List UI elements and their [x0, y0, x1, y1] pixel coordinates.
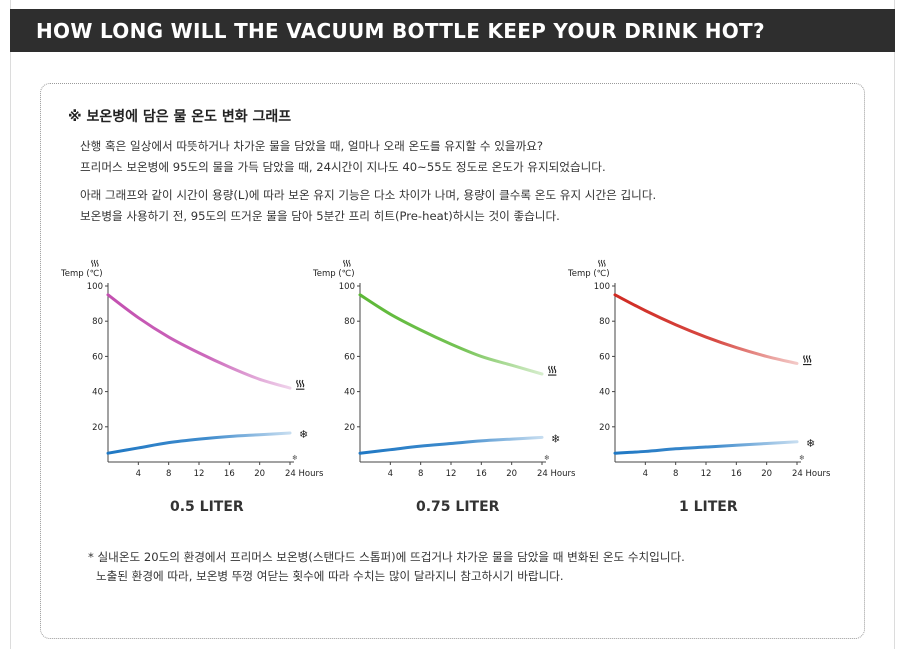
series-line-cold: [613, 440, 799, 455]
snowflake-icon: ❄: [544, 454, 550, 462]
y-tick-label: 60: [92, 352, 103, 362]
steam-icon: [91, 259, 99, 267]
snowflake-icon: ❄: [292, 454, 298, 462]
x-tick-label: 20: [506, 469, 517, 479]
header-bar: HOW LONG WILL THE VACUUM BOTTLE KEEP YOU…: [10, 9, 895, 52]
steam-icon: [296, 379, 305, 390]
snowflake-icon: ❄: [806, 437, 815, 450]
x-tick-label: 16: [476, 469, 487, 479]
footnote: * 실내온도 20도의 환경에서 프리머스 보온병(스탠다드 스톱퍼)에 뜨겁거…: [88, 548, 685, 586]
x-tick-label: 8: [418, 469, 423, 479]
y-tick-label: 80: [92, 317, 103, 327]
page-frame: [10, 0, 895, 649]
chart-title-1-liter: 1 LITER: [679, 499, 738, 515]
y-tick-label: 40: [92, 388, 103, 398]
intro-paragraph: 산행 혹은 일상에서 따뜻하거나 차가운 물을 담았을 때, 얼마나 오래 온도…: [80, 136, 606, 178]
steam-icon: [598, 259, 606, 267]
snowflake-icon: ❄: [551, 432, 560, 445]
x-tick-label: 16: [224, 469, 235, 479]
x-tick-label: 16: [731, 469, 742, 479]
steam-icon: [803, 355, 812, 366]
series-line-cold: [358, 435, 544, 455]
y-tick-label: 100: [594, 282, 610, 292]
intro-line: 산행 혹은 일상에서 따뜻하거나 차가운 물을 담았을 때, 얼마나 오래 온도…: [80, 139, 544, 153]
y-tick-label: 100: [339, 282, 355, 292]
chart-1-liter: Temp (℃) 20 40 60 80 100 4 8 12 16 20 24 Hours ❄❄: [567, 259, 831, 479]
y-tick-label: 60: [344, 352, 355, 362]
series-line-cold: [106, 431, 292, 455]
x-tick-label: 4: [643, 469, 648, 479]
x-tick-label: 20: [761, 469, 772, 479]
y-tick-label: 100: [87, 282, 103, 292]
y-axis-label: Temp (℃): [567, 269, 610, 279]
chart-title-0-75-liter: 0.75 LITER: [416, 499, 500, 515]
chart-0-75-liter: Temp (℃) 20 40 60 80 100 4 8 12 16 20 24 Hours ❄ ❄: [312, 259, 576, 479]
y-tick-label: 80: [599, 317, 610, 327]
snowflake-icon: ❄: [299, 428, 308, 441]
detail-paragraph: 아래 그래프와 같이 시간이 용량(L)에 따라 보온 유지 기능은 다소 차이…: [80, 185, 656, 227]
y-axis-label: Temp (℃): [312, 269, 355, 279]
y-tick-label: 20: [344, 423, 355, 433]
y-tick-label: 20: [599, 423, 610, 433]
series-line-hot: [106, 293, 292, 390]
x-tick-label: 24 Hours: [537, 469, 576, 479]
x-tick-label: 8: [673, 469, 678, 479]
page-title: HOW LONG WILL THE VACUUM BOTTLE KEEP YOU…: [36, 19, 765, 43]
series-line-hot: [613, 293, 799, 365]
x-tick-label: 12: [701, 469, 712, 479]
x-tick-label: 4: [388, 469, 393, 479]
detail-line: 아래 그래프와 같이 시간이 용량(L)에 따라 보온 유지 기능은 다소 차이…: [80, 188, 657, 202]
x-tick-label: 12: [446, 469, 457, 479]
chart-title-0-5-liter: 0.5 LITER: [170, 499, 244, 515]
steam-icon: [548, 365, 557, 376]
x-tick-label: 20: [254, 469, 265, 479]
footnote-line: * 실내온도 20도의 환경에서 프리머스 보온병(스탠다드 스톱퍼)에 뜨겁거…: [88, 550, 685, 564]
steam-icon: [343, 259, 351, 267]
x-tick-label: 12: [194, 469, 205, 479]
series-line-hot: [358, 293, 544, 376]
x-tick-label: 24 Hours: [792, 469, 831, 479]
y-tick-label: 40: [344, 388, 355, 398]
y-tick-label: 80: [344, 317, 355, 327]
y-axis-label: Temp (℃): [60, 269, 103, 279]
section-title: ※ 보온병에 담은 물 온도 변화 그래프: [68, 109, 292, 125]
detail-line: 보온병을 사용하기 전, 95도의 뜨거운 물을 담아 5분간 프리 히트(Pr…: [80, 209, 560, 223]
footnote-line: 노출된 환경에 따라, 보온병 뚜껑 여닫는 횟수에 따라 수치는 많이 달라지…: [96, 569, 564, 583]
x-tick-label: 24 Hours: [285, 469, 324, 479]
y-tick-label: 20: [92, 423, 103, 433]
intro-line: 프리머스 보온병에 95도의 물을 가득 담았을 때, 24시간이 지나도 40…: [80, 160, 606, 174]
snowflake-icon: ❄: [799, 454, 805, 462]
chart-0-5-liter: Temp (℃) 20 40 60 80 100 4 8 12 16 20 24 Hours ❄ ❄: [60, 259, 324, 479]
y-tick-label: 40: [599, 388, 610, 398]
x-tick-label: 4: [136, 469, 141, 479]
content-panel: [40, 83, 865, 639]
y-tick-label: 60: [599, 352, 610, 362]
x-tick-label: 8: [166, 469, 171, 479]
